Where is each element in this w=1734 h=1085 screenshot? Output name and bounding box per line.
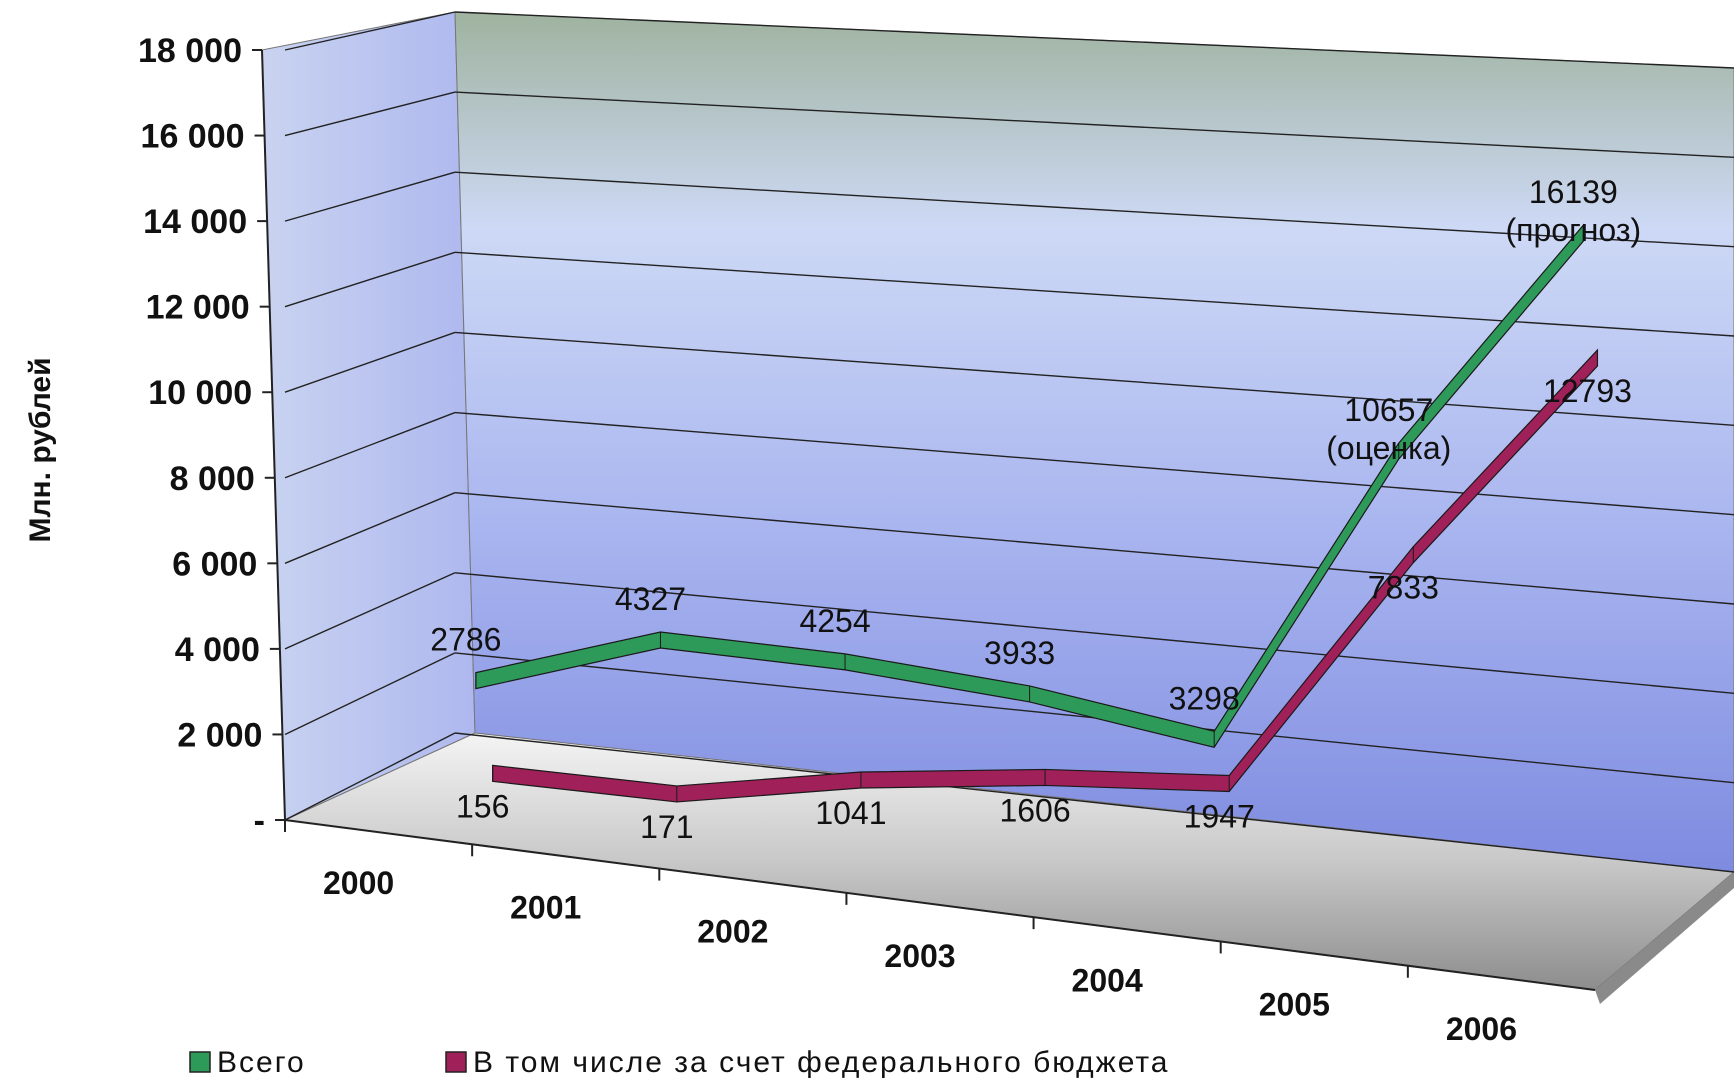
y-tick-label: 2 000 xyxy=(177,716,262,754)
x-axis-line xyxy=(284,819,1596,991)
gridline-side xyxy=(284,251,456,308)
gridline-side xyxy=(284,492,456,564)
gridline-back xyxy=(454,91,1734,159)
data-label-0: 10657 xyxy=(1344,392,1433,428)
x-axis-ticks: 2000 2001 2002 2003 2004 2005 2006 xyxy=(284,820,1517,1047)
data-label-1: 171 xyxy=(640,809,693,845)
y-tick-label: - xyxy=(254,802,265,840)
data-label-0: 3298 xyxy=(1169,680,1240,716)
data-label-1: 1606 xyxy=(999,792,1070,828)
y-axis-label: Млн. рублей xyxy=(24,357,57,542)
gridline-back xyxy=(454,171,1734,248)
y-tick-label: 6 000 xyxy=(172,545,257,583)
data-label-0: 16139 xyxy=(1529,174,1618,210)
y-tick-label: 10 000 xyxy=(148,374,252,412)
data-label-0: 3933 xyxy=(984,635,1055,671)
y-axis-ticks: - 2 000 4 000 6 000 8 000 10 000 12 000 14 000 1… xyxy=(138,32,285,840)
data-label-1: 12793 xyxy=(1543,373,1632,409)
x-tick-label: 2004 xyxy=(1072,962,1143,998)
y-tick-label: 4 000 xyxy=(175,631,260,669)
series-layer xyxy=(475,223,1599,803)
x-tick-label: 2001 xyxy=(510,889,581,925)
gridline-back xyxy=(454,251,1734,337)
y-tick-label: 8 000 xyxy=(170,460,255,498)
legend-label-total: Всего xyxy=(217,1046,306,1079)
gridline-side xyxy=(284,732,456,821)
back-wall xyxy=(454,11,1734,873)
legend-label-federal: В том числе за счет федерального бюджета xyxy=(473,1046,1169,1079)
gridline-side xyxy=(284,572,456,650)
data-label-0: 4327 xyxy=(615,581,686,617)
x-tick-label: 2005 xyxy=(1259,987,1330,1023)
legend-swatch-total xyxy=(189,1051,211,1073)
y-axis-line xyxy=(261,49,286,821)
gridline-back xyxy=(454,11,1734,69)
gridlines xyxy=(284,11,1734,873)
data-label-0: 4254 xyxy=(799,603,870,639)
axes xyxy=(261,49,1596,991)
data-label-1: 156 xyxy=(456,788,509,824)
gridline-side xyxy=(284,91,456,137)
data-label-1: 1947 xyxy=(1184,798,1255,834)
floor-front-edge xyxy=(1595,872,1734,1004)
gridline-side xyxy=(284,171,456,222)
x-tick-label: 2000 xyxy=(323,865,394,901)
gridline-back xyxy=(454,331,1734,427)
legend: Всего В том числе за счет федерального б… xyxy=(189,1046,1169,1079)
data-note-0: (прогноз) xyxy=(1505,212,1641,248)
data-labels: 2786 4327 4254 3933 3298 10657(оценка) 16139(п… xyxy=(430,174,1641,845)
gridline-side xyxy=(284,331,456,393)
data-label-1: 1041 xyxy=(815,795,886,831)
gridline-back xyxy=(454,572,1734,695)
data-note-0: (оценка) xyxy=(1326,430,1451,466)
data-label-1: 7833 xyxy=(1368,570,1439,606)
gridline-back xyxy=(454,732,1734,873)
x-tick-label: 2002 xyxy=(697,914,768,950)
gridline-side xyxy=(284,411,456,479)
x-tick-label: 2006 xyxy=(1446,1011,1517,1047)
legend-swatch-federal xyxy=(445,1051,467,1073)
gridline-side xyxy=(284,652,456,736)
x-tick-label: 2003 xyxy=(884,938,955,974)
y-tick-label: 18 000 xyxy=(138,32,242,70)
gridline-back xyxy=(454,411,1734,516)
y-tick-label: 16 000 xyxy=(141,118,245,156)
y-tick-label: 12 000 xyxy=(146,289,250,327)
gridline-side xyxy=(284,11,456,51)
data-label-0: 2786 xyxy=(430,622,501,658)
y-tick-label: 14 000 xyxy=(143,203,247,241)
gridline-back xyxy=(454,491,1734,605)
